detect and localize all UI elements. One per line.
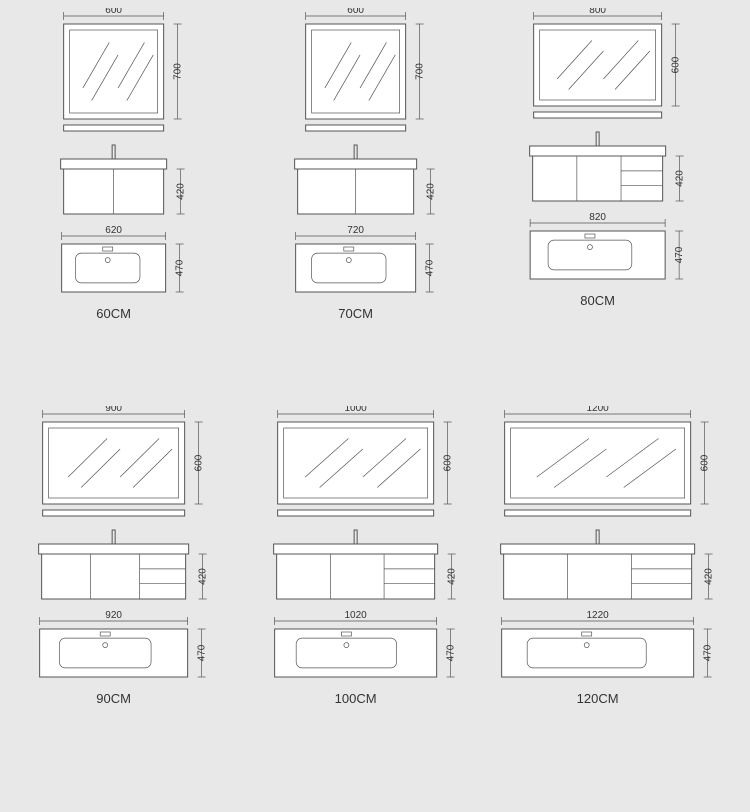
svg-text:120CM: 120CM (577, 691, 619, 706)
svg-text:470: 470 (674, 246, 685, 263)
svg-text:420: 420 (426, 183, 437, 200)
svg-text:70CM: 70CM (338, 306, 373, 321)
svg-text:60CM: 60CM (96, 306, 131, 321)
product-cell-4: 1000 600 420 1020 470 100CM (254, 406, 496, 804)
svg-text:1000: 1000 (345, 406, 368, 414)
svg-text:600: 600 (671, 56, 682, 73)
svg-text:420: 420 (704, 568, 715, 585)
svg-text:1220: 1220 (587, 610, 610, 621)
svg-text:1200: 1200 (587, 406, 610, 414)
svg-text:420: 420 (176, 183, 187, 200)
product-dimension-grid: 600 700 420 620 470 60CM (0, 0, 750, 812)
svg-text:470: 470 (446, 644, 457, 661)
svg-text:420: 420 (447, 568, 458, 585)
svg-text:900: 900 (105, 406, 122, 414)
svg-text:600: 600 (105, 8, 122, 16)
svg-text:420: 420 (675, 170, 686, 187)
svg-text:600: 600 (700, 454, 711, 471)
svg-text:720: 720 (347, 225, 364, 236)
svg-text:470: 470 (175, 259, 186, 276)
svg-text:470: 470 (425, 259, 436, 276)
product-cell-2: 800 600 420 820 470 80CM (496, 8, 738, 406)
svg-text:80CM: 80CM (580, 293, 615, 308)
svg-text:600: 600 (194, 454, 205, 471)
svg-text:920: 920 (105, 610, 122, 621)
svg-text:700: 700 (415, 63, 426, 80)
svg-text:100CM: 100CM (335, 691, 377, 706)
svg-text:800: 800 (589, 8, 606, 16)
product-cell-1: 600 700 420 720 470 70CM (254, 8, 496, 406)
svg-text:470: 470 (703, 644, 714, 661)
svg-text:90CM: 90CM (96, 691, 131, 706)
svg-text:620: 620 (105, 225, 122, 236)
product-cell-5: 1200 600 420 1220 470 120CM (496, 406, 738, 804)
svg-text:600: 600 (347, 8, 364, 16)
svg-text:1020: 1020 (345, 610, 368, 621)
svg-text:420: 420 (198, 568, 209, 585)
product-cell-0: 600 700 420 620 470 60CM (12, 8, 254, 406)
svg-text:700: 700 (173, 63, 184, 80)
svg-text:820: 820 (589, 212, 606, 223)
svg-text:470: 470 (197, 644, 208, 661)
svg-text:600: 600 (443, 454, 454, 471)
product-cell-3: 900 600 420 920 470 90CM (12, 406, 254, 804)
